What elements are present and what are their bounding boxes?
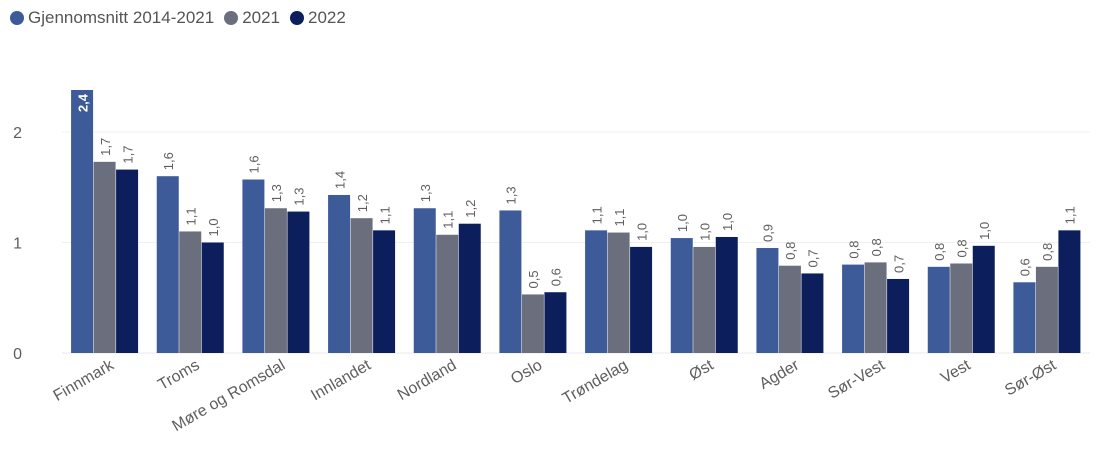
bar	[585, 230, 608, 353]
x-tick-label: Nordland	[395, 357, 460, 404]
data-label: 1,2	[355, 194, 370, 212]
bar	[350, 218, 373, 353]
data-label: 0,8	[869, 238, 884, 256]
x-tick-label: Trøndelag	[560, 357, 631, 408]
y-tick-label: 2	[13, 125, 22, 142]
bar	[521, 294, 544, 353]
data-label: 1,1	[612, 208, 627, 226]
bar	[544, 292, 567, 353]
data-label: 0,6	[549, 268, 564, 286]
bar	[927, 266, 950, 353]
x-tick-label: Troms	[155, 357, 202, 394]
data-label: 1,1	[377, 206, 392, 224]
data-label: 1,6	[247, 155, 262, 173]
x-tick-label: Oslo	[508, 357, 545, 388]
bar	[458, 223, 481, 353]
bar	[328, 194, 351, 353]
data-label: 0,8	[846, 241, 861, 259]
bar	[715, 236, 738, 353]
x-tick-label: Agder	[757, 356, 803, 392]
x-tick-label: Øst	[686, 356, 717, 383]
bar	[1035, 266, 1058, 353]
bar	[630, 246, 653, 353]
data-label: 1,1	[441, 211, 456, 229]
legend-label-2021: 2021	[242, 8, 281, 27]
bar	[1013, 282, 1036, 353]
legend-label-avg: Gjennomsnitt 2014-2021	[28, 8, 215, 27]
bar	[864, 262, 887, 353]
data-label: 1,0	[977, 222, 992, 240]
data-label: 1,3	[292, 187, 307, 205]
data-label: 0,7	[891, 255, 906, 273]
data-label: 0,5	[526, 270, 541, 288]
data-label: 1,1	[184, 207, 199, 225]
bar	[842, 264, 865, 353]
bar	[93, 161, 116, 353]
data-label: 1,0	[698, 223, 713, 241]
bar	[950, 263, 973, 353]
bar	[264, 208, 287, 353]
data-label: 1,0	[634, 223, 649, 241]
data-label: 1,2	[463, 200, 478, 218]
bar	[801, 273, 824, 353]
bar	[179, 231, 202, 353]
data-label: 1,0	[720, 213, 735, 231]
y-tick-label: 1	[13, 236, 22, 253]
data-label: 1,6	[161, 152, 176, 170]
bar	[71, 90, 94, 353]
data-label: 1,4	[332, 171, 347, 189]
bar	[413, 208, 436, 353]
bar	[756, 248, 779, 353]
bar	[1058, 230, 1081, 353]
x-tick-label: Finnmark	[51, 356, 118, 405]
data-label: 0,7	[806, 249, 821, 267]
bar	[972, 245, 995, 353]
bar	[156, 176, 179, 353]
bar	[436, 234, 459, 353]
x-tick-label: Sør-Vest	[825, 356, 888, 402]
data-label: 1,3	[504, 186, 519, 204]
data-label: 1,1	[1063, 206, 1078, 224]
bar	[201, 242, 224, 353]
legend-dot-2022	[290, 11, 305, 25]
bar	[287, 211, 310, 353]
x-tick-label: Vest	[938, 356, 974, 387]
legend: Gjennomsnitt 2014-2021 2021 2022	[10, 8, 346, 28]
legend-item-avg[interactable]: Gjennomsnitt 2014-2021	[10, 8, 214, 28]
bar	[670, 238, 693, 353]
data-label: 0,8	[955, 239, 970, 257]
legend-item-2022[interactable]: 2022	[290, 8, 346, 28]
bar	[607, 232, 630, 353]
bar	[116, 169, 139, 353]
data-label: 1,7	[98, 138, 113, 156]
data-label: 0,6	[1018, 258, 1033, 276]
legend-dot-avg	[10, 11, 24, 25]
data-label: 1,1	[589, 206, 604, 224]
data-label: 1,3	[269, 184, 284, 202]
bar	[778, 265, 801, 353]
data-label: 0,8	[783, 242, 798, 260]
x-tick-label: Sør-Øst	[1002, 356, 1059, 399]
data-label: 1,3	[418, 184, 433, 202]
data-label: 1,0	[675, 214, 690, 232]
legend-label-2022: 2022	[308, 8, 346, 27]
data-label: 0,9	[761, 224, 776, 242]
bar	[499, 210, 522, 353]
legend-dot-2021	[224, 11, 239, 25]
data-label: 0,8	[1040, 243, 1055, 261]
bar	[242, 179, 265, 353]
bar	[887, 278, 910, 353]
bar	[693, 246, 716, 353]
y-tick-label: 0	[13, 346, 22, 363]
data-label: 0,8	[932, 243, 947, 261]
data-label: 1,0	[206, 218, 221, 236]
bar	[373, 230, 396, 353]
legend-item-2021[interactable]: 2021	[224, 8, 280, 28]
data-label: 2,4	[75, 93, 90, 112]
x-tick-label: Innlandet	[308, 356, 374, 404]
data-label: 1,7	[120, 145, 135, 163]
